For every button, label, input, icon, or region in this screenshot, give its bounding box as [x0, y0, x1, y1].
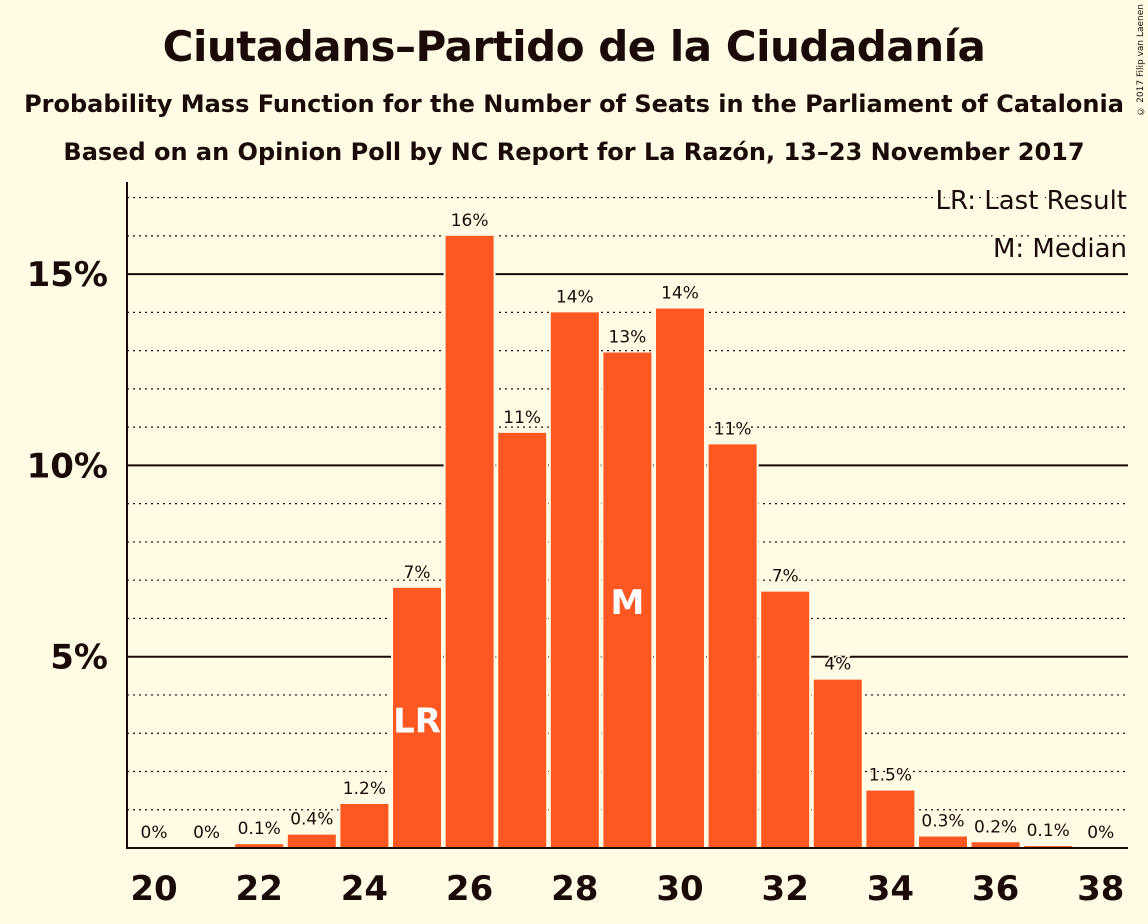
bar-seat-35 — [919, 836, 967, 848]
legend-entry: LR: Last Result — [935, 186, 1127, 216]
value-label: 11% — [503, 408, 541, 428]
value-label: 0.1% — [1027, 821, 1070, 841]
value-label: 0.3% — [921, 812, 964, 832]
bar-seat-32 — [761, 591, 810, 848]
x-tick-label: 26 — [446, 869, 493, 909]
value-label: 0.2% — [974, 817, 1017, 837]
bar-seat-30 — [656, 308, 704, 848]
bar-seat-36 — [971, 842, 1020, 848]
median-marker: M — [610, 583, 644, 623]
x-tick-label: 36 — [972, 869, 1019, 909]
x-tick-label: 24 — [341, 869, 388, 909]
bars: 0% 0% 0.1% 0.4% 1.2% 7% LR 16% 11% 14% 13% M 14% 11% 7… — [139, 209, 1116, 849]
x-tick-label: 20 — [130, 869, 177, 909]
value-label: 7% — [404, 563, 431, 583]
value-label: 0% — [141, 823, 168, 843]
value-label: 13% — [609, 328, 647, 348]
bar-seat-22 — [235, 844, 284, 848]
legend-entry: M: Median — [993, 234, 1127, 264]
bar-seat-23 — [287, 834, 336, 848]
value-label: 0.4% — [290, 810, 333, 830]
y-tick-label: 15% — [27, 255, 108, 295]
y-tick-label: 5% — [50, 638, 108, 678]
x-tick-label: 30 — [656, 869, 703, 909]
value-label: 0% — [1087, 823, 1114, 843]
bar-seat-26 — [445, 235, 494, 849]
x-tick-label: 38 — [1077, 869, 1124, 909]
x-tick-label: 34 — [867, 869, 914, 909]
axes: 5% 10% 15% 20 22 24 26 28 30 32 34 36 38 — [27, 182, 1128, 909]
value-label: 0.1% — [238, 819, 281, 839]
value-label: 4% — [824, 655, 851, 675]
value-label: 1.2% — [343, 779, 386, 799]
last-result-marker: LR — [393, 702, 441, 742]
chart-title: Ciutadans–Partido de la Ciudadanía — [162, 22, 986, 71]
bar-seat-28 — [550, 312, 599, 848]
value-label: 11% — [714, 419, 752, 439]
grid-lines — [127, 196, 1128, 811]
x-tick-label: 22 — [236, 869, 283, 909]
bar-seat-31 — [708, 444, 757, 848]
value-label: 1.5% — [869, 766, 912, 786]
chart-subtitle: Probability Mass Function for the Number… — [24, 90, 1124, 118]
bar-seat-34 — [866, 790, 915, 848]
bar-seat-25 — [393, 587, 441, 848]
value-label: 14% — [556, 287, 594, 307]
bar-seat-29 — [603, 352, 652, 848]
value-label: 16% — [451, 211, 489, 231]
x-tick-label: 28 — [551, 869, 598, 909]
value-label: 14% — [661, 284, 699, 304]
y-tick-label: 10% — [27, 446, 108, 486]
bar-seat-33 — [813, 679, 862, 848]
bar-seat-24 — [340, 804, 389, 848]
chart-subtitle-source: Based on an Opinion Poll by NC Report fo… — [63, 138, 1085, 166]
bar-seat-27 — [498, 432, 547, 848]
x-tick-label: 32 — [762, 869, 809, 909]
value-label: 0% — [193, 823, 220, 843]
legend: LR: Last Result M: Median — [932, 183, 1130, 267]
value-label: 7% — [772, 567, 799, 587]
